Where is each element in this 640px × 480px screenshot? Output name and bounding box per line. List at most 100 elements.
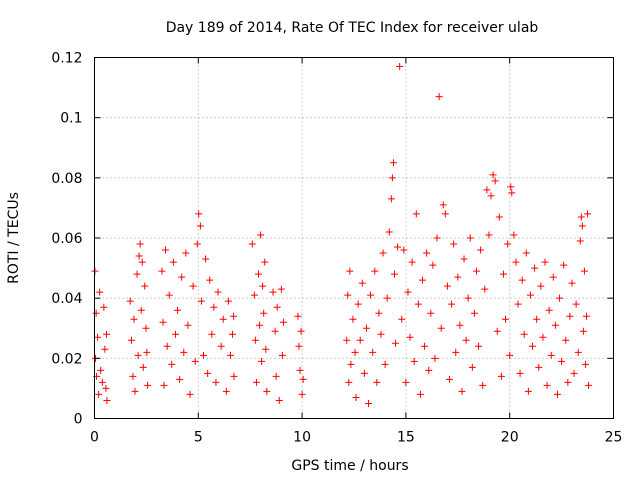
data-point <box>98 378 106 386</box>
data-point <box>373 378 381 386</box>
data-point <box>352 393 360 401</box>
data-point <box>204 369 212 377</box>
data-point <box>510 231 518 239</box>
data-point <box>402 378 410 386</box>
data-point <box>222 387 230 395</box>
data-point <box>251 336 259 344</box>
data-point <box>577 213 585 221</box>
data-point <box>102 384 110 392</box>
data-point <box>394 243 402 251</box>
data-point <box>349 315 357 323</box>
data-point <box>184 321 192 329</box>
data-point <box>531 264 539 272</box>
data-point <box>260 309 268 317</box>
data-point <box>423 249 431 257</box>
data-point <box>570 369 578 377</box>
data-point <box>439 201 447 209</box>
data-point <box>100 303 108 311</box>
data-point <box>277 285 285 293</box>
data-point <box>191 357 199 365</box>
data-point <box>141 282 149 290</box>
data-point <box>130 315 138 323</box>
data-point <box>560 261 568 269</box>
data-point <box>489 171 497 179</box>
data-point <box>214 288 222 296</box>
data-point <box>129 372 137 380</box>
data-point <box>369 348 377 356</box>
data-point <box>475 342 483 350</box>
x-tick-label: 15 <box>397 430 415 446</box>
data-point <box>127 336 135 344</box>
data-point <box>537 282 545 290</box>
data-point <box>462 336 470 344</box>
data-point <box>406 333 414 341</box>
data-point <box>448 300 456 308</box>
data-point <box>518 276 526 284</box>
data-point <box>168 360 176 368</box>
data-point <box>547 351 555 359</box>
data-point <box>502 315 510 323</box>
data-point <box>92 309 100 317</box>
data-point <box>219 315 227 323</box>
data-point <box>299 375 307 383</box>
data-point <box>472 267 480 275</box>
data-point <box>479 381 487 389</box>
data-point <box>581 360 589 368</box>
data-point <box>208 330 216 338</box>
x-axis-label: GPS time / hours <box>291 458 408 474</box>
data-point <box>97 366 105 374</box>
data-point <box>296 366 304 374</box>
data-point <box>178 273 186 281</box>
data-point <box>278 351 286 359</box>
data-point <box>377 330 385 338</box>
data-point <box>427 309 435 317</box>
data-point <box>134 351 142 359</box>
data-point <box>365 399 373 407</box>
data-point <box>196 222 204 230</box>
data-point <box>529 342 537 350</box>
data-point <box>279 318 287 326</box>
y-tick-label: 0.1 <box>60 111 82 127</box>
data-point <box>572 300 580 308</box>
chart-title: Day 189 of 2014, Rate Of TEC Index for r… <box>166 20 539 36</box>
data-point <box>133 270 141 278</box>
data-point <box>139 363 147 371</box>
data-point <box>261 258 269 266</box>
data-point <box>206 276 214 284</box>
data-point <box>568 279 576 287</box>
data-point <box>400 246 408 254</box>
data-point <box>174 306 182 314</box>
data-point <box>499 270 507 278</box>
data-point <box>212 378 220 386</box>
data-point <box>195 210 203 218</box>
y-tick-label: 0.12 <box>51 51 82 67</box>
data-point <box>493 327 501 335</box>
data-point <box>135 252 143 260</box>
data-point <box>161 246 169 254</box>
data-point <box>464 294 472 302</box>
data-point <box>103 396 111 404</box>
data-point <box>262 345 270 353</box>
y-tick-label: 0 <box>74 412 83 428</box>
data-point <box>197 297 205 305</box>
data-point <box>412 210 420 218</box>
data-point <box>520 330 528 338</box>
x-tick-label: 0 <box>90 430 99 446</box>
data-point <box>466 234 474 242</box>
data-point <box>169 258 177 266</box>
data-point <box>507 183 515 191</box>
data-point <box>485 231 493 239</box>
data-point <box>193 240 201 248</box>
grid-lines <box>94 57 614 419</box>
x-tick-labels: 0 5 10 15 20 25 <box>90 430 622 446</box>
data-point <box>477 246 485 254</box>
data-point <box>96 288 104 296</box>
data-point <box>297 327 305 335</box>
data-point <box>512 258 520 266</box>
data-point <box>390 270 398 278</box>
data-point <box>579 327 587 335</box>
data-point <box>454 273 462 281</box>
data-point <box>452 348 460 356</box>
data-point <box>487 192 495 200</box>
